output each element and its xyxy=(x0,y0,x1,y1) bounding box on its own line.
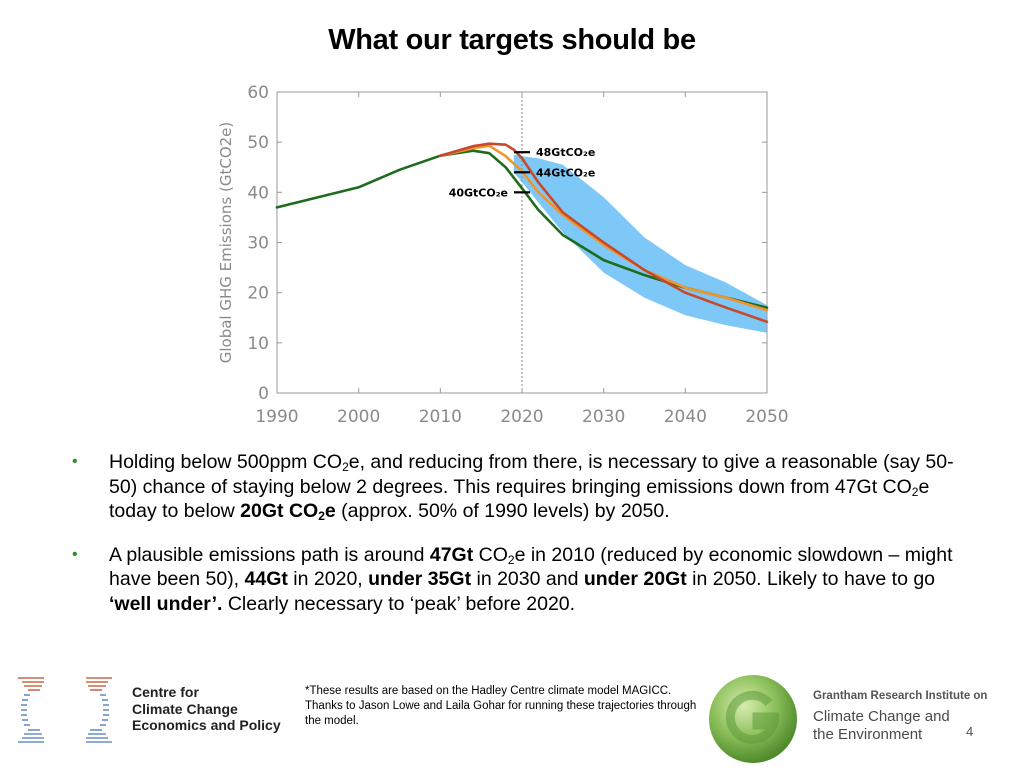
bullet-marker: • xyxy=(72,453,78,470)
subscript: 2 xyxy=(507,552,515,567)
x-tick-label: 2040 xyxy=(664,407,707,427)
grantham-institute-label: Grantham Research Institute on xyxy=(813,690,988,702)
bullet-text: e, and reducing from there, is necessary… xyxy=(109,451,954,498)
x-tick-label: 2020 xyxy=(500,407,543,427)
cccep-line: Economics and Policy xyxy=(132,717,281,733)
series-line-red xyxy=(439,142,769,324)
subscript: 2 xyxy=(342,460,349,474)
annotation-label: 44GtCO₂e xyxy=(536,166,595,179)
y-tick-label: 10 xyxy=(247,334,269,354)
series-line-orange xyxy=(439,144,769,312)
y-axis-label: Global GHG Emissions (GtCO2e) xyxy=(217,122,235,364)
annotation-label: 48GtCO₂e xyxy=(536,146,595,159)
grantham-institute-name: Climate Change and the Environment xyxy=(813,708,950,744)
x-tick-label: 1990 xyxy=(255,407,298,427)
emissions-chart: 1990 2000 2010 2020 2030 2040 2050010203040506… xyxy=(217,83,789,427)
bullet-text: in 2020, xyxy=(287,568,369,590)
cccep-line: Climate Change xyxy=(132,700,238,717)
bullet-emphasis: 44Gt xyxy=(244,568,288,590)
cccep-line: Centre for xyxy=(132,684,199,700)
series-line-green xyxy=(275,149,769,309)
grantham-line: the Environment xyxy=(813,726,923,743)
x-tick-label: 2000 xyxy=(337,407,380,427)
grantham-line: Climate Change and xyxy=(813,708,950,725)
x-tick-label: 2010 xyxy=(419,407,462,427)
page-number: 4 xyxy=(966,724,974,739)
y-tick-label: 50 xyxy=(247,133,269,153)
y-tick-label: 60 xyxy=(247,83,269,103)
annotation-label: 40GtCO₂e xyxy=(449,186,508,199)
bullet-text: in 2050. Likely to have to go xyxy=(686,568,936,590)
y-tick-label: 0 xyxy=(258,384,269,404)
y-tick-label: 30 xyxy=(247,234,269,254)
bullet-marker: • xyxy=(72,545,78,563)
bullet-emphasis: under 20Gt xyxy=(583,568,687,590)
bullet-text: CO xyxy=(473,543,508,566)
uncertainty-band xyxy=(513,154,767,333)
bullet-emphasis: e xyxy=(324,500,336,522)
bullet-text: A plausible emissions path is around xyxy=(109,543,430,566)
bullet-emphasis: under 35Gt xyxy=(368,568,472,590)
grantham-globe-logo xyxy=(709,675,797,763)
bullet-text: e in 2010 (reduced by economic slowdown … xyxy=(109,543,953,591)
bullet-emphasis: 20Gt CO xyxy=(240,500,319,522)
subscript: 2 xyxy=(318,509,325,523)
slide-title: What our targets should be xyxy=(328,24,696,56)
subscript: 2 xyxy=(911,484,919,499)
bullet-item-2: • A plausible emissions path is around 47… xyxy=(70,543,970,617)
bullet-text: (approx. 50% of 1990 levels) by 2050. xyxy=(335,500,670,522)
bullet-emphasis: ‘well under’. xyxy=(109,592,223,615)
bullet-text: in 2030 and xyxy=(471,568,584,590)
x-tick-label: 2030 xyxy=(582,407,625,427)
cccep-name: Centre for Climate Change Economics and … xyxy=(132,684,281,734)
y-tick-label: 20 xyxy=(247,284,269,304)
x-tick-label: 2050 xyxy=(745,407,788,427)
y-tick-label: 40 xyxy=(247,183,269,203)
cccep-logo xyxy=(18,677,112,743)
bullet-emphasis: 47Gt xyxy=(429,543,474,566)
bullet-list: • Holding below 500ppm CO2e, and reducing… xyxy=(70,450,970,635)
footnote: *These results are based on the Hadley C… xyxy=(305,685,697,727)
bullet-text: Holding below 500ppm CO xyxy=(109,451,343,473)
bullet-text: e today to below xyxy=(109,475,930,523)
bullet-text: Clearly necessary to ‘peak’ before 2020. xyxy=(222,592,576,615)
bullet-item-1: • Holding below 500ppm CO2e, and reducing… xyxy=(70,450,970,524)
